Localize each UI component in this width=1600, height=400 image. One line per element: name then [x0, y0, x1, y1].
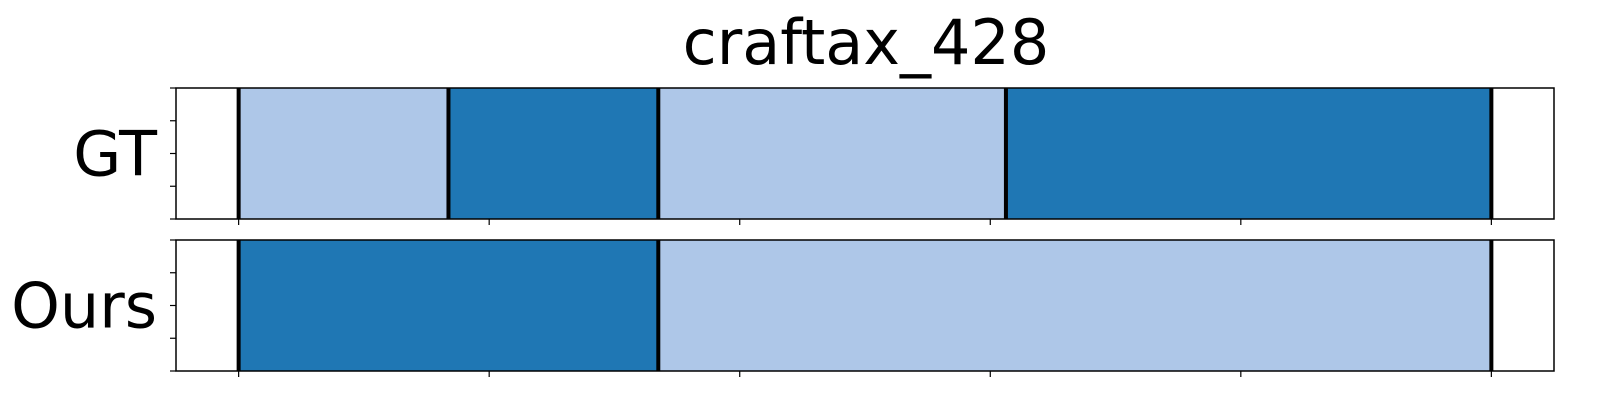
segment-ours-0 — [238, 240, 659, 371]
segment-ours-1 — [658, 240, 1492, 371]
rows-group: GT Ours — [11, 87, 1555, 377]
row-label-ours: Ours — [11, 270, 157, 343]
segment-gt-0 — [238, 88, 449, 219]
segment-gt-1 — [448, 88, 659, 219]
chart-title: craftax_428 — [683, 6, 1050, 79]
row-label-gt: GT — [73, 118, 158, 191]
segment-gt-2 — [658, 88, 1006, 219]
segment-gt-3 — [1005, 88, 1492, 219]
